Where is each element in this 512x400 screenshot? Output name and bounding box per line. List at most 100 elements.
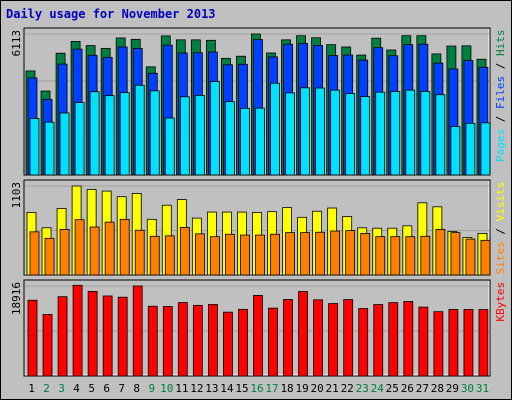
- bar-pages-day-21: [330, 89, 341, 176]
- legend-visits: Sites / Visits: [494, 182, 507, 275]
- bar-kbytes-day-18: [283, 299, 293, 377]
- bar-pages-day-20: [315, 87, 326, 176]
- bar-kbytes-day-26: [403, 301, 414, 377]
- bar-sites-day-30: [465, 238, 476, 276]
- bar-sites-day-6: [104, 221, 115, 276]
- bar-kbytes-day-22: [343, 299, 354, 377]
- x-tick-label-31: 31: [476, 382, 489, 395]
- x-tick-label-28: 28: [431, 382, 444, 395]
- bar-sites-day-3: [59, 229, 70, 276]
- x-tick-label-25: 25: [386, 382, 399, 395]
- bar-pages-day-23: [360, 96, 371, 176]
- bar-pages-day-25: [390, 91, 401, 176]
- x-tick-label-8: 8: [133, 382, 140, 395]
- bar-kbytes-day-2: [42, 314, 53, 377]
- bar-pages-day-11: [179, 96, 190, 176]
- x-tick-label-18: 18: [280, 382, 293, 395]
- bar-kbytes-day-29: [448, 309, 459, 377]
- x-tick-label-24: 24: [371, 382, 385, 395]
- bar-sites-day-26: [405, 236, 416, 276]
- legend-part: Pages: [494, 129, 507, 162]
- bar-pages-day-2: [44, 121, 55, 176]
- x-tick-label-5: 5: [88, 382, 95, 395]
- x-tick-label-27: 27: [416, 382, 429, 395]
- bar-kbytes-day-16: [253, 295, 263, 377]
- x-tick-label-23: 23: [356, 382, 369, 395]
- legend-part: /: [494, 221, 507, 241]
- bar-pages-day-5: [89, 91, 100, 176]
- x-tick-label-10: 10: [160, 382, 173, 395]
- bar-sites-day-10: [164, 235, 175, 276]
- bar-kbytes-day-4: [72, 284, 83, 377]
- legend-part: Hits: [494, 30, 507, 57]
- bar-sites-day-21: [330, 230, 341, 276]
- bar-kbytes-day-6: [102, 295, 113, 377]
- bar-sites-day-31: [480, 239, 491, 276]
- bar-pages-day-13: [209, 81, 220, 176]
- bar-kbytes-day-13: [207, 304, 218, 377]
- bar-pages-day-27: [420, 91, 431, 176]
- bar-kbytes-day-31: [478, 309, 489, 377]
- bar-sites-day-13: [209, 236, 220, 276]
- bar-kbytes-day-14: [223, 311, 233, 377]
- bar-kbytes-day-30: [463, 309, 474, 377]
- bar-pages-day-19: [300, 87, 310, 176]
- bar-sites-day-7: [119, 218, 130, 276]
- x-tick-label-9: 9: [148, 382, 155, 395]
- legend-part: Sites: [494, 241, 507, 274]
- bar-sites-day-14: [225, 233, 235, 276]
- bar-kbytes-day-10: [162, 306, 173, 377]
- bar-sites-day-29: [450, 232, 461, 276]
- bar-pages-day-6: [104, 95, 115, 176]
- bar-kbytes-day-12: [192, 304, 203, 377]
- bar-pages-day-7: [119, 92, 130, 176]
- bar-kbytes-day-23: [358, 308, 369, 377]
- x-tick-label-22: 22: [341, 382, 354, 395]
- panel-hits: 6113: [10, 27, 491, 176]
- bar-kbytes-day-17: [268, 307, 278, 377]
- bar-kbytes-day-8: [132, 285, 143, 377]
- bar-pages-day-16: [255, 107, 265, 176]
- bar-sites-day-4: [74, 219, 85, 276]
- bar-kbytes-day-11: [177, 302, 188, 377]
- legend-labels: Pages / Files / Hits Sites / Visits KBytes: [494, 30, 507, 322]
- bar-kbytes-day-5: [87, 291, 98, 377]
- legend-part: /: [494, 109, 507, 129]
- bar-sites-day-1: [29, 231, 40, 276]
- chart-panels: 6113 1103 18916: [10, 27, 491, 377]
- bar-sites-day-22: [345, 230, 356, 276]
- x-tick-label-16: 16: [250, 382, 263, 395]
- x-axis-labels: 1 2 3 4 5 6 7 8 9 10 11 12 13 14 15 16 17 18 19 20 21 22 23 24 2…: [28, 382, 489, 395]
- x-tick-label-12: 12: [190, 382, 203, 395]
- bar-pages-day-17: [270, 82, 280, 176]
- bar-pages-day-9: [149, 90, 160, 176]
- bar-sites-day-9: [149, 235, 160, 276]
- bar-sites-day-11: [179, 226, 190, 276]
- bar-sites-day-19: [300, 232, 310, 276]
- bar-kbytes-day-1: [27, 299, 38, 377]
- bar-sites-day-25: [390, 236, 401, 276]
- bar-sites-day-2: [44, 237, 55, 276]
- bar-kbytes-day-15: [238, 308, 248, 377]
- bar-kbytes-day-25: [388, 302, 399, 377]
- bar-kbytes-day-9: [147, 305, 158, 377]
- x-tick-label-7: 7: [118, 382, 125, 395]
- x-tick-label-15: 15: [235, 382, 248, 395]
- bar-sites-day-24: [375, 236, 386, 276]
- x-tick-label-17: 17: [265, 382, 278, 395]
- bar-kbytes-day-27: [418, 306, 429, 377]
- x-tick-label-26: 26: [401, 382, 414, 395]
- bar-sites-day-12: [194, 233, 205, 276]
- bar-pages-day-26: [405, 89, 416, 176]
- bar-kbytes-day-3: [57, 296, 68, 377]
- bar-kbytes-day-19: [298, 291, 308, 377]
- x-tick-label-14: 14: [220, 382, 234, 395]
- bar-sites-day-8: [134, 229, 145, 276]
- bar-pages-day-8: [134, 84, 145, 176]
- legend-kbytes: KBytes: [494, 282, 507, 322]
- bar-kbytes-day-28: [433, 311, 444, 377]
- panel-kbytes: 18916: [10, 279, 491, 377]
- x-tick-label-13: 13: [205, 382, 218, 395]
- bar-sites-day-23: [360, 233, 371, 276]
